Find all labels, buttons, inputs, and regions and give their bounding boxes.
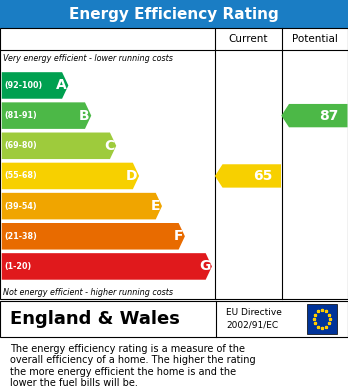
Text: E: E (151, 199, 161, 213)
Text: 87: 87 (319, 109, 339, 123)
Bar (0, 28, 348, 299)
Polygon shape (2, 163, 139, 189)
Text: D: D (126, 169, 138, 183)
Text: Energy Efficiency Rating: Energy Efficiency Rating (69, 7, 279, 22)
Text: Current: Current (229, 34, 268, 44)
Text: (1-20): (1-20) (5, 262, 32, 271)
Text: (21-38): (21-38) (5, 232, 37, 241)
Text: (92-100): (92-100) (5, 81, 43, 90)
Text: (69-80): (69-80) (5, 141, 37, 150)
Text: (55-68): (55-68) (5, 171, 37, 181)
Text: 65: 65 (253, 169, 272, 183)
Text: B: B (79, 109, 90, 123)
Bar (307, 304, 337, 334)
Polygon shape (2, 102, 91, 129)
Text: England & Wales: England & Wales (10, 310, 180, 328)
Polygon shape (2, 72, 68, 99)
Text: overall efficiency of a home. The higher the rating: overall efficiency of a home. The higher… (10, 355, 256, 366)
Text: Very energy efficient - lower running costs: Very energy efficient - lower running co… (3, 54, 173, 63)
Polygon shape (2, 253, 212, 280)
Text: Not energy efficient - higher running costs: Not energy efficient - higher running co… (3, 288, 173, 297)
Text: lower the fuel bills will be.: lower the fuel bills will be. (10, 378, 138, 387)
Text: (81-91): (81-91) (5, 111, 37, 120)
Polygon shape (281, 104, 348, 127)
Text: G: G (199, 260, 211, 273)
Bar (0, 0, 348, 28)
Text: the more energy efficient the home is and the: the more energy efficient the home is an… (10, 366, 237, 377)
Polygon shape (2, 193, 162, 219)
Text: The energy efficiency rating is a measure of the: The energy efficiency rating is a measur… (10, 344, 245, 354)
Text: F: F (174, 229, 183, 243)
Text: A: A (56, 79, 67, 92)
Polygon shape (2, 133, 116, 159)
Text: (39-54): (39-54) (5, 202, 37, 211)
Text: EU Directive
2002/91/EC: EU Directive 2002/91/EC (226, 308, 282, 330)
Text: C: C (105, 139, 115, 153)
Polygon shape (215, 164, 281, 188)
Text: Potential: Potential (292, 34, 338, 44)
Bar (0, 301, 348, 337)
Polygon shape (2, 223, 185, 249)
